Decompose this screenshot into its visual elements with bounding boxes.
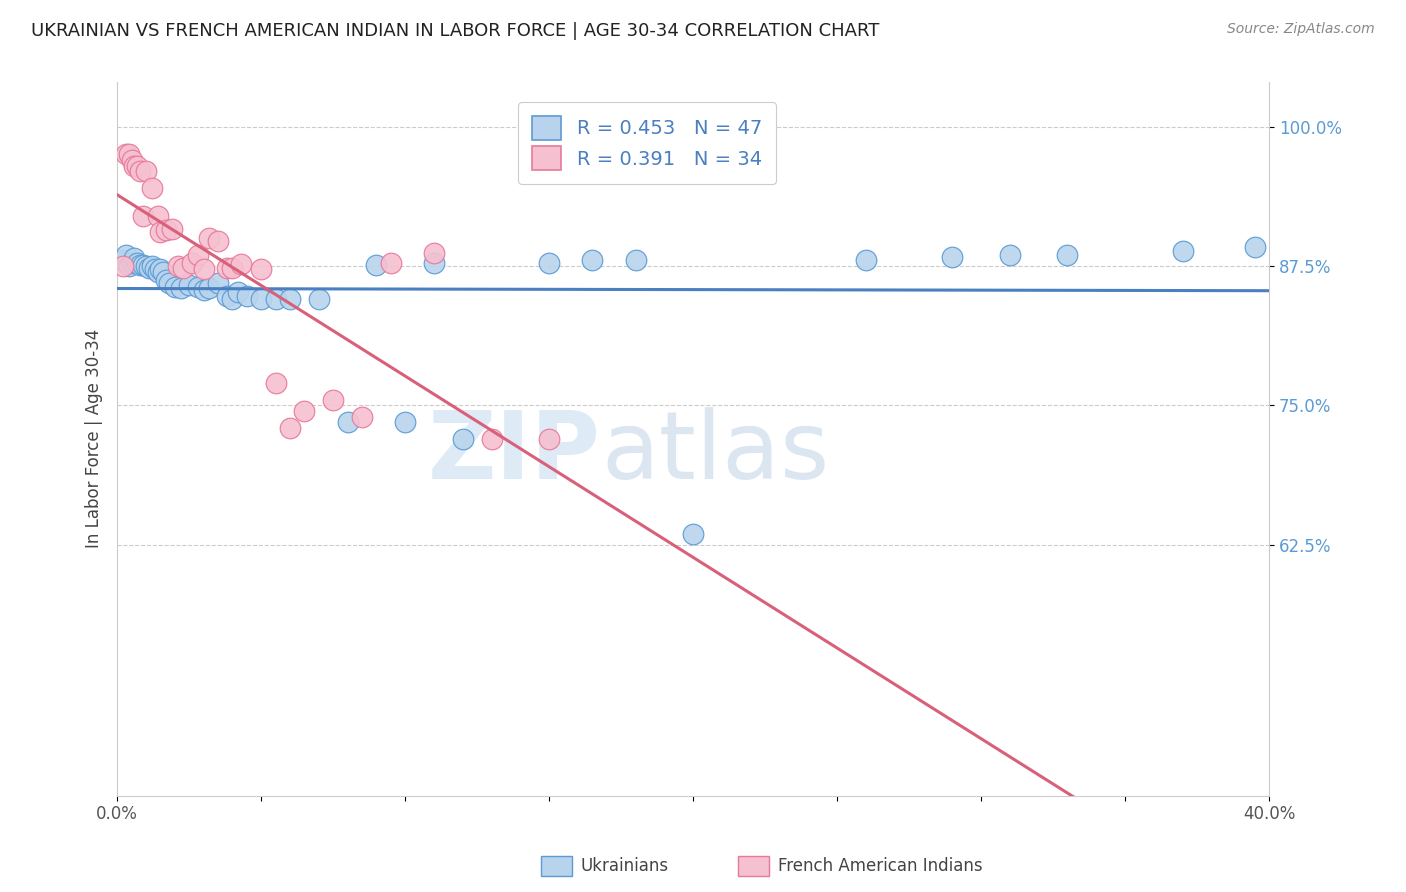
Point bbox=[129, 164, 152, 178]
Point bbox=[146, 209, 169, 223]
Legend: R = 0.453   N = 47, R = 0.391   N = 34: R = 0.453 N = 47, R = 0.391 N = 34 bbox=[519, 103, 776, 184]
Point bbox=[198, 231, 221, 245]
Point bbox=[141, 181, 163, 195]
Point bbox=[394, 415, 416, 429]
Point bbox=[198, 281, 221, 295]
Point bbox=[941, 250, 963, 264]
Point bbox=[118, 147, 141, 161]
Point bbox=[380, 255, 402, 269]
Text: Source: ZipAtlas.com: Source: ZipAtlas.com bbox=[1227, 22, 1375, 37]
Point bbox=[114, 147, 136, 161]
Point bbox=[226, 285, 249, 299]
Point bbox=[127, 159, 149, 173]
Point bbox=[179, 277, 201, 292]
Point bbox=[538, 432, 561, 446]
Point bbox=[149, 262, 172, 277]
Point bbox=[127, 255, 149, 269]
Point bbox=[336, 415, 359, 429]
Point bbox=[152, 264, 174, 278]
Text: French American Indians: French American Indians bbox=[778, 857, 983, 875]
Y-axis label: In Labor Force | Age 30-34: In Labor Force | Age 30-34 bbox=[86, 329, 103, 549]
Point bbox=[135, 259, 157, 273]
Point bbox=[193, 262, 215, 277]
Point bbox=[1243, 240, 1265, 254]
Point bbox=[451, 432, 474, 446]
Point bbox=[149, 226, 172, 240]
Point bbox=[124, 251, 146, 265]
Point bbox=[423, 255, 446, 269]
Point bbox=[132, 209, 155, 223]
Point bbox=[141, 259, 163, 273]
Point bbox=[207, 235, 229, 249]
Point bbox=[998, 248, 1021, 262]
Point bbox=[221, 293, 243, 307]
Point bbox=[143, 262, 166, 277]
Text: ZIP: ZIP bbox=[427, 407, 600, 500]
Point bbox=[166, 259, 188, 273]
Point bbox=[366, 258, 388, 272]
Point bbox=[236, 289, 259, 303]
Point bbox=[129, 258, 152, 272]
Point bbox=[124, 159, 146, 173]
Point bbox=[624, 253, 647, 268]
Point bbox=[215, 289, 238, 303]
Point bbox=[187, 248, 209, 262]
Point bbox=[423, 245, 446, 260]
Point bbox=[114, 248, 136, 262]
Point bbox=[682, 526, 704, 541]
Text: atlas: atlas bbox=[600, 407, 830, 500]
Point bbox=[157, 276, 180, 290]
Point bbox=[264, 293, 287, 307]
Point bbox=[538, 255, 561, 269]
Point bbox=[118, 259, 141, 273]
Point bbox=[207, 276, 229, 290]
Point bbox=[278, 420, 301, 434]
Point bbox=[229, 257, 252, 271]
Point bbox=[138, 261, 160, 276]
Point bbox=[146, 264, 169, 278]
Text: UKRAINIAN VS FRENCH AMERICAN INDIAN IN LABOR FORCE | AGE 30-34 CORRELATION CHART: UKRAINIAN VS FRENCH AMERICAN INDIAN IN L… bbox=[31, 22, 879, 40]
Point bbox=[292, 404, 315, 418]
Point bbox=[132, 258, 155, 272]
Point bbox=[350, 409, 373, 424]
Point bbox=[278, 293, 301, 307]
Point bbox=[308, 293, 330, 307]
Point bbox=[121, 255, 143, 269]
Point bbox=[215, 261, 238, 276]
Point bbox=[221, 261, 243, 276]
Point bbox=[121, 153, 143, 167]
Point bbox=[155, 273, 177, 287]
Point bbox=[135, 164, 157, 178]
Point bbox=[250, 262, 273, 277]
Point bbox=[481, 432, 503, 446]
Point bbox=[250, 293, 273, 307]
Point bbox=[155, 223, 177, 237]
Point bbox=[193, 284, 215, 298]
Point bbox=[1171, 244, 1194, 259]
Point bbox=[111, 259, 134, 273]
Point bbox=[1056, 248, 1078, 262]
Point bbox=[169, 281, 191, 295]
Point bbox=[264, 376, 287, 390]
Point bbox=[111, 253, 134, 268]
Point bbox=[855, 253, 877, 268]
Point bbox=[163, 280, 186, 294]
Point bbox=[187, 280, 209, 294]
Point bbox=[181, 255, 204, 269]
Point bbox=[322, 392, 344, 407]
Point bbox=[172, 261, 194, 276]
Point bbox=[160, 222, 183, 236]
Text: Ukrainians: Ukrainians bbox=[581, 857, 669, 875]
Point bbox=[581, 253, 603, 268]
